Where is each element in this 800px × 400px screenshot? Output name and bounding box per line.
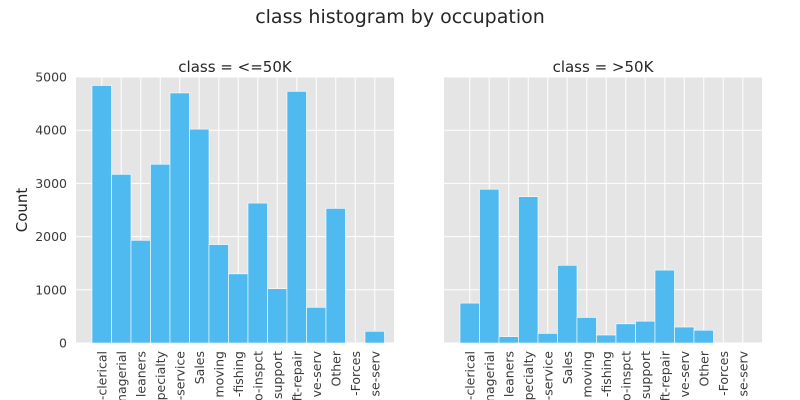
bar-left-3: [150, 163, 171, 344]
x-tick-label-right-13: -Forces: [716, 351, 731, 396]
x-tick-label-right-2: leaners: [501, 351, 516, 397]
panel-left: 0 1000 2000 3000 4000 5000 -clerical nagerial l…: [13, 58, 394, 400]
x-tick-label-right-1: nagerial: [482, 351, 497, 400]
bar-left-4: [169, 92, 190, 344]
x-tick-label-right-8: o-inspct: [618, 351, 633, 400]
x-tick-label-left-13: -Forces: [348, 351, 363, 396]
bar-left-1: [111, 174, 132, 344]
x-tick-label-left-3: pecialty: [153, 350, 168, 400]
x-ticks-left: -clerical nagerial leaners pecialty -service…: [94, 350, 382, 400]
bar-right-0: [459, 302, 480, 344]
x-tick-label-right-6: moving: [579, 351, 594, 398]
x-tick-label-right-7: -fishing: [599, 351, 614, 397]
bar-right-5: [557, 265, 578, 344]
x-ticks-right: -clerical nagerial leaners pecialty -service…: [462, 350, 750, 400]
bar-left-10: [286, 91, 307, 344]
x-tick-label-left-4: -service: [172, 351, 187, 400]
bar-left-0: [91, 85, 112, 344]
x-tick-label-right-3: pecialty: [521, 350, 536, 400]
x-tick-label-right-12: Other: [696, 350, 711, 386]
y-axis-label: Count: [13, 188, 31, 233]
bar-right-1: [479, 188, 500, 344]
x-tick-label-right-9: support: [638, 351, 653, 399]
bar-left-7: [228, 273, 249, 344]
x-tick-label-right-14: se-serv: [735, 350, 750, 396]
x-tick-label-left-8: o-inspct: [250, 351, 265, 400]
y-tick-label: 4000: [35, 123, 67, 138]
x-tick-label-left-5: Sales: [192, 351, 207, 384]
y-tick-label: 0: [59, 336, 67, 351]
x-tick-label-left-1: nagerial: [114, 351, 129, 400]
y-ticks-left: 0 1000 2000 3000 4000 5000: [35, 70, 67, 351]
y-tick-label: 2000: [35, 229, 67, 244]
x-tick-label-left-14: se-serv: [367, 350, 382, 396]
y-tick-label: 3000: [35, 176, 67, 191]
bar-right-10: [654, 269, 675, 344]
bar-left-2: [130, 240, 151, 344]
x-tick-label-left-6: moving: [211, 351, 226, 398]
y-tick-label: 1000: [35, 282, 67, 297]
bar-left-12: [325, 208, 346, 344]
bar-left-8: [247, 202, 268, 344]
x-tick-label-right-11: ve-serv: [677, 350, 692, 397]
bars-right: [459, 188, 714, 344]
x-tick-label-left-11: ve-serv: [309, 350, 324, 397]
x-tick-label-left-7: -fishing: [231, 351, 246, 397]
panel-title-left: class = <=50K: [178, 58, 293, 76]
bar-right-12: [693, 329, 714, 344]
x-tick-label-right-4: -service: [540, 351, 555, 400]
bars-left: [91, 85, 385, 344]
x-tick-label-left-9: support: [270, 351, 285, 399]
y-tick-label: 5000: [35, 70, 67, 85]
bar-left-9: [267, 288, 288, 344]
x-tick-label-right-10: ft-repair: [657, 350, 672, 400]
panel-right: -clerical nagerial leaners pecialty -service…: [444, 58, 762, 400]
bar-left-5: [189, 128, 210, 344]
bar-right-4: [537, 333, 558, 344]
bar-right-3: [518, 196, 539, 344]
bar-left-14: [364, 330, 385, 344]
bar-left-6: [208, 244, 229, 344]
bar-right-2: [498, 336, 519, 344]
bar-right-7: [596, 334, 617, 344]
figure-title: class histogram by occupation: [255, 6, 545, 28]
x-tick-label-left-2: leaners: [133, 351, 148, 397]
bar-right-11: [674, 326, 695, 344]
x-tick-label-right-0: -clerical: [462, 351, 477, 400]
x-tick-label-left-10: ft-repair: [289, 350, 304, 400]
x-tick-label-right-5: Sales: [560, 351, 575, 384]
panel-title-right: class = >50K: [553, 58, 655, 76]
x-tick-label-left-0: -clerical: [94, 351, 109, 400]
bar-right-6: [576, 317, 597, 344]
bar-right-9: [635, 320, 656, 344]
x-tick-label-left-12: Other: [328, 350, 343, 386]
bar-left-11: [306, 307, 327, 344]
bar-right-8: [615, 323, 636, 344]
